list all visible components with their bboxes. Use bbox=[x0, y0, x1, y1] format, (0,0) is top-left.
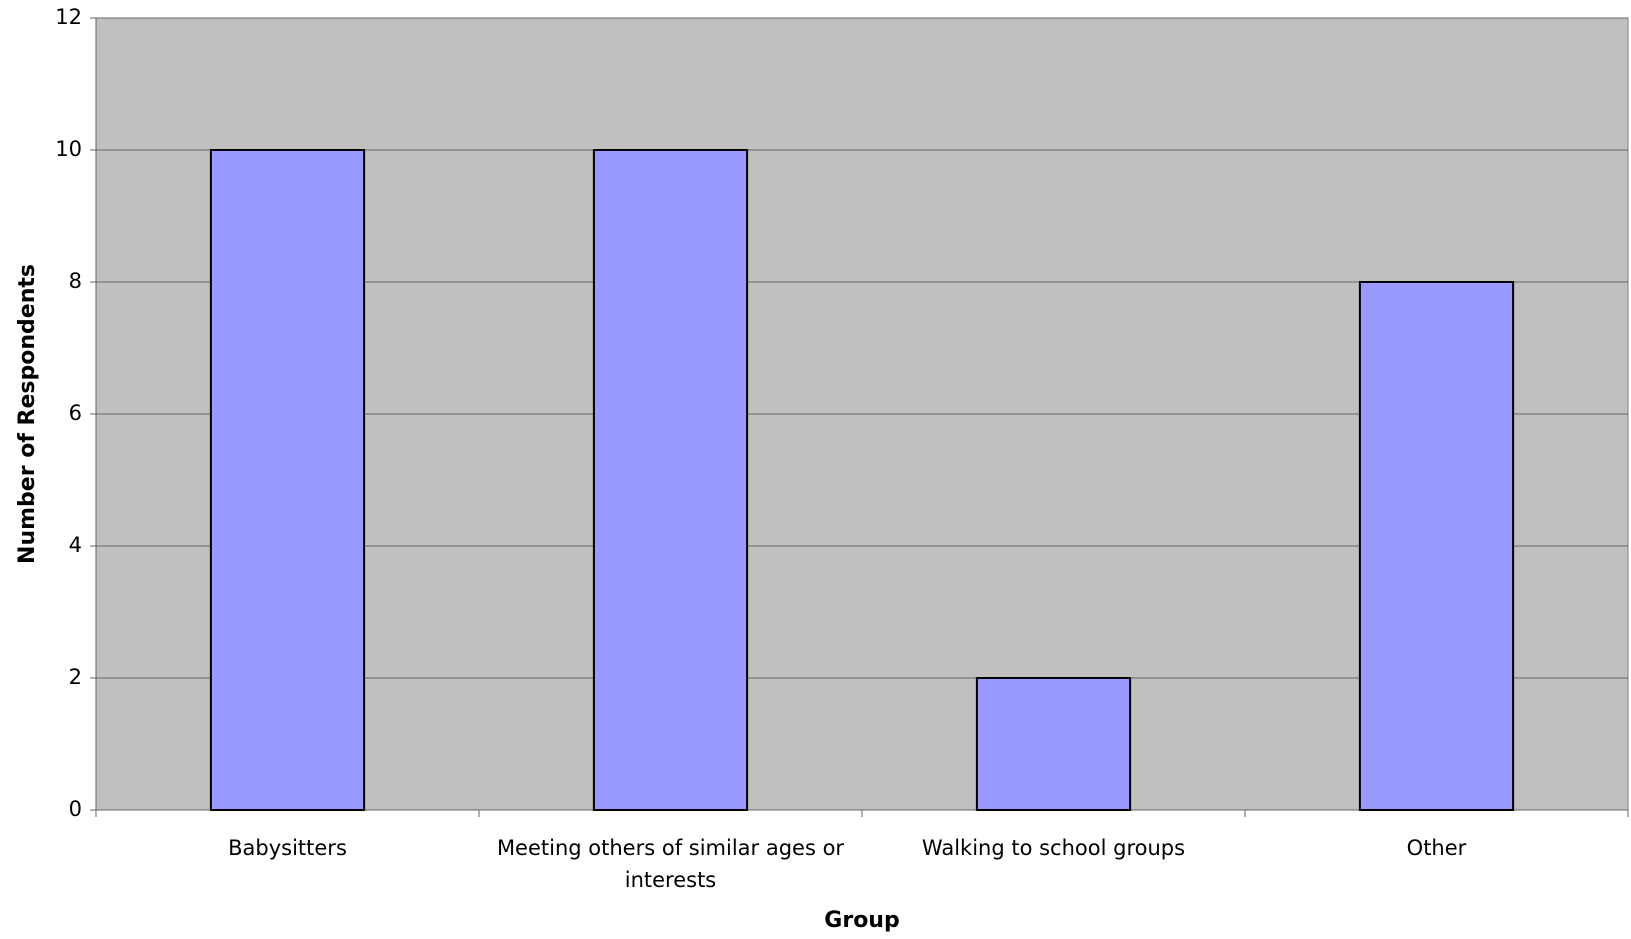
x-tick-label: Walking to school groups bbox=[921, 836, 1186, 860]
bar bbox=[209, 149, 366, 811]
bar bbox=[975, 677, 1132, 811]
x-tick-label: Other bbox=[1406, 836, 1467, 860]
x-tick-label-box: Other bbox=[1406, 836, 1467, 860]
y-tick-label: 0 bbox=[69, 797, 82, 821]
x-tick-label-box: Walking to school groups bbox=[921, 836, 1186, 860]
y-tick-label: 10 bbox=[55, 137, 82, 161]
bar bbox=[592, 149, 749, 811]
x-tick-label: Meeting others of similar ages or intere… bbox=[496, 836, 845, 892]
y-tick-label: 8 bbox=[69, 269, 82, 293]
y-tick-label: 2 bbox=[69, 665, 82, 689]
y-tick-label: 12 bbox=[55, 5, 82, 29]
y-tick-label: 4 bbox=[69, 533, 82, 557]
y-tick-label: 6 bbox=[69, 401, 82, 425]
x-tick-label: Babysitters bbox=[228, 836, 347, 860]
x-tick-label-box: Babysitters bbox=[228, 836, 347, 860]
bar bbox=[1358, 281, 1515, 811]
x-axis-title: Group bbox=[824, 908, 899, 933]
x-tick-label-box: Meeting others of similar ages or intere… bbox=[496, 836, 845, 892]
y-axis-title: Number of Respondents bbox=[15, 264, 40, 564]
